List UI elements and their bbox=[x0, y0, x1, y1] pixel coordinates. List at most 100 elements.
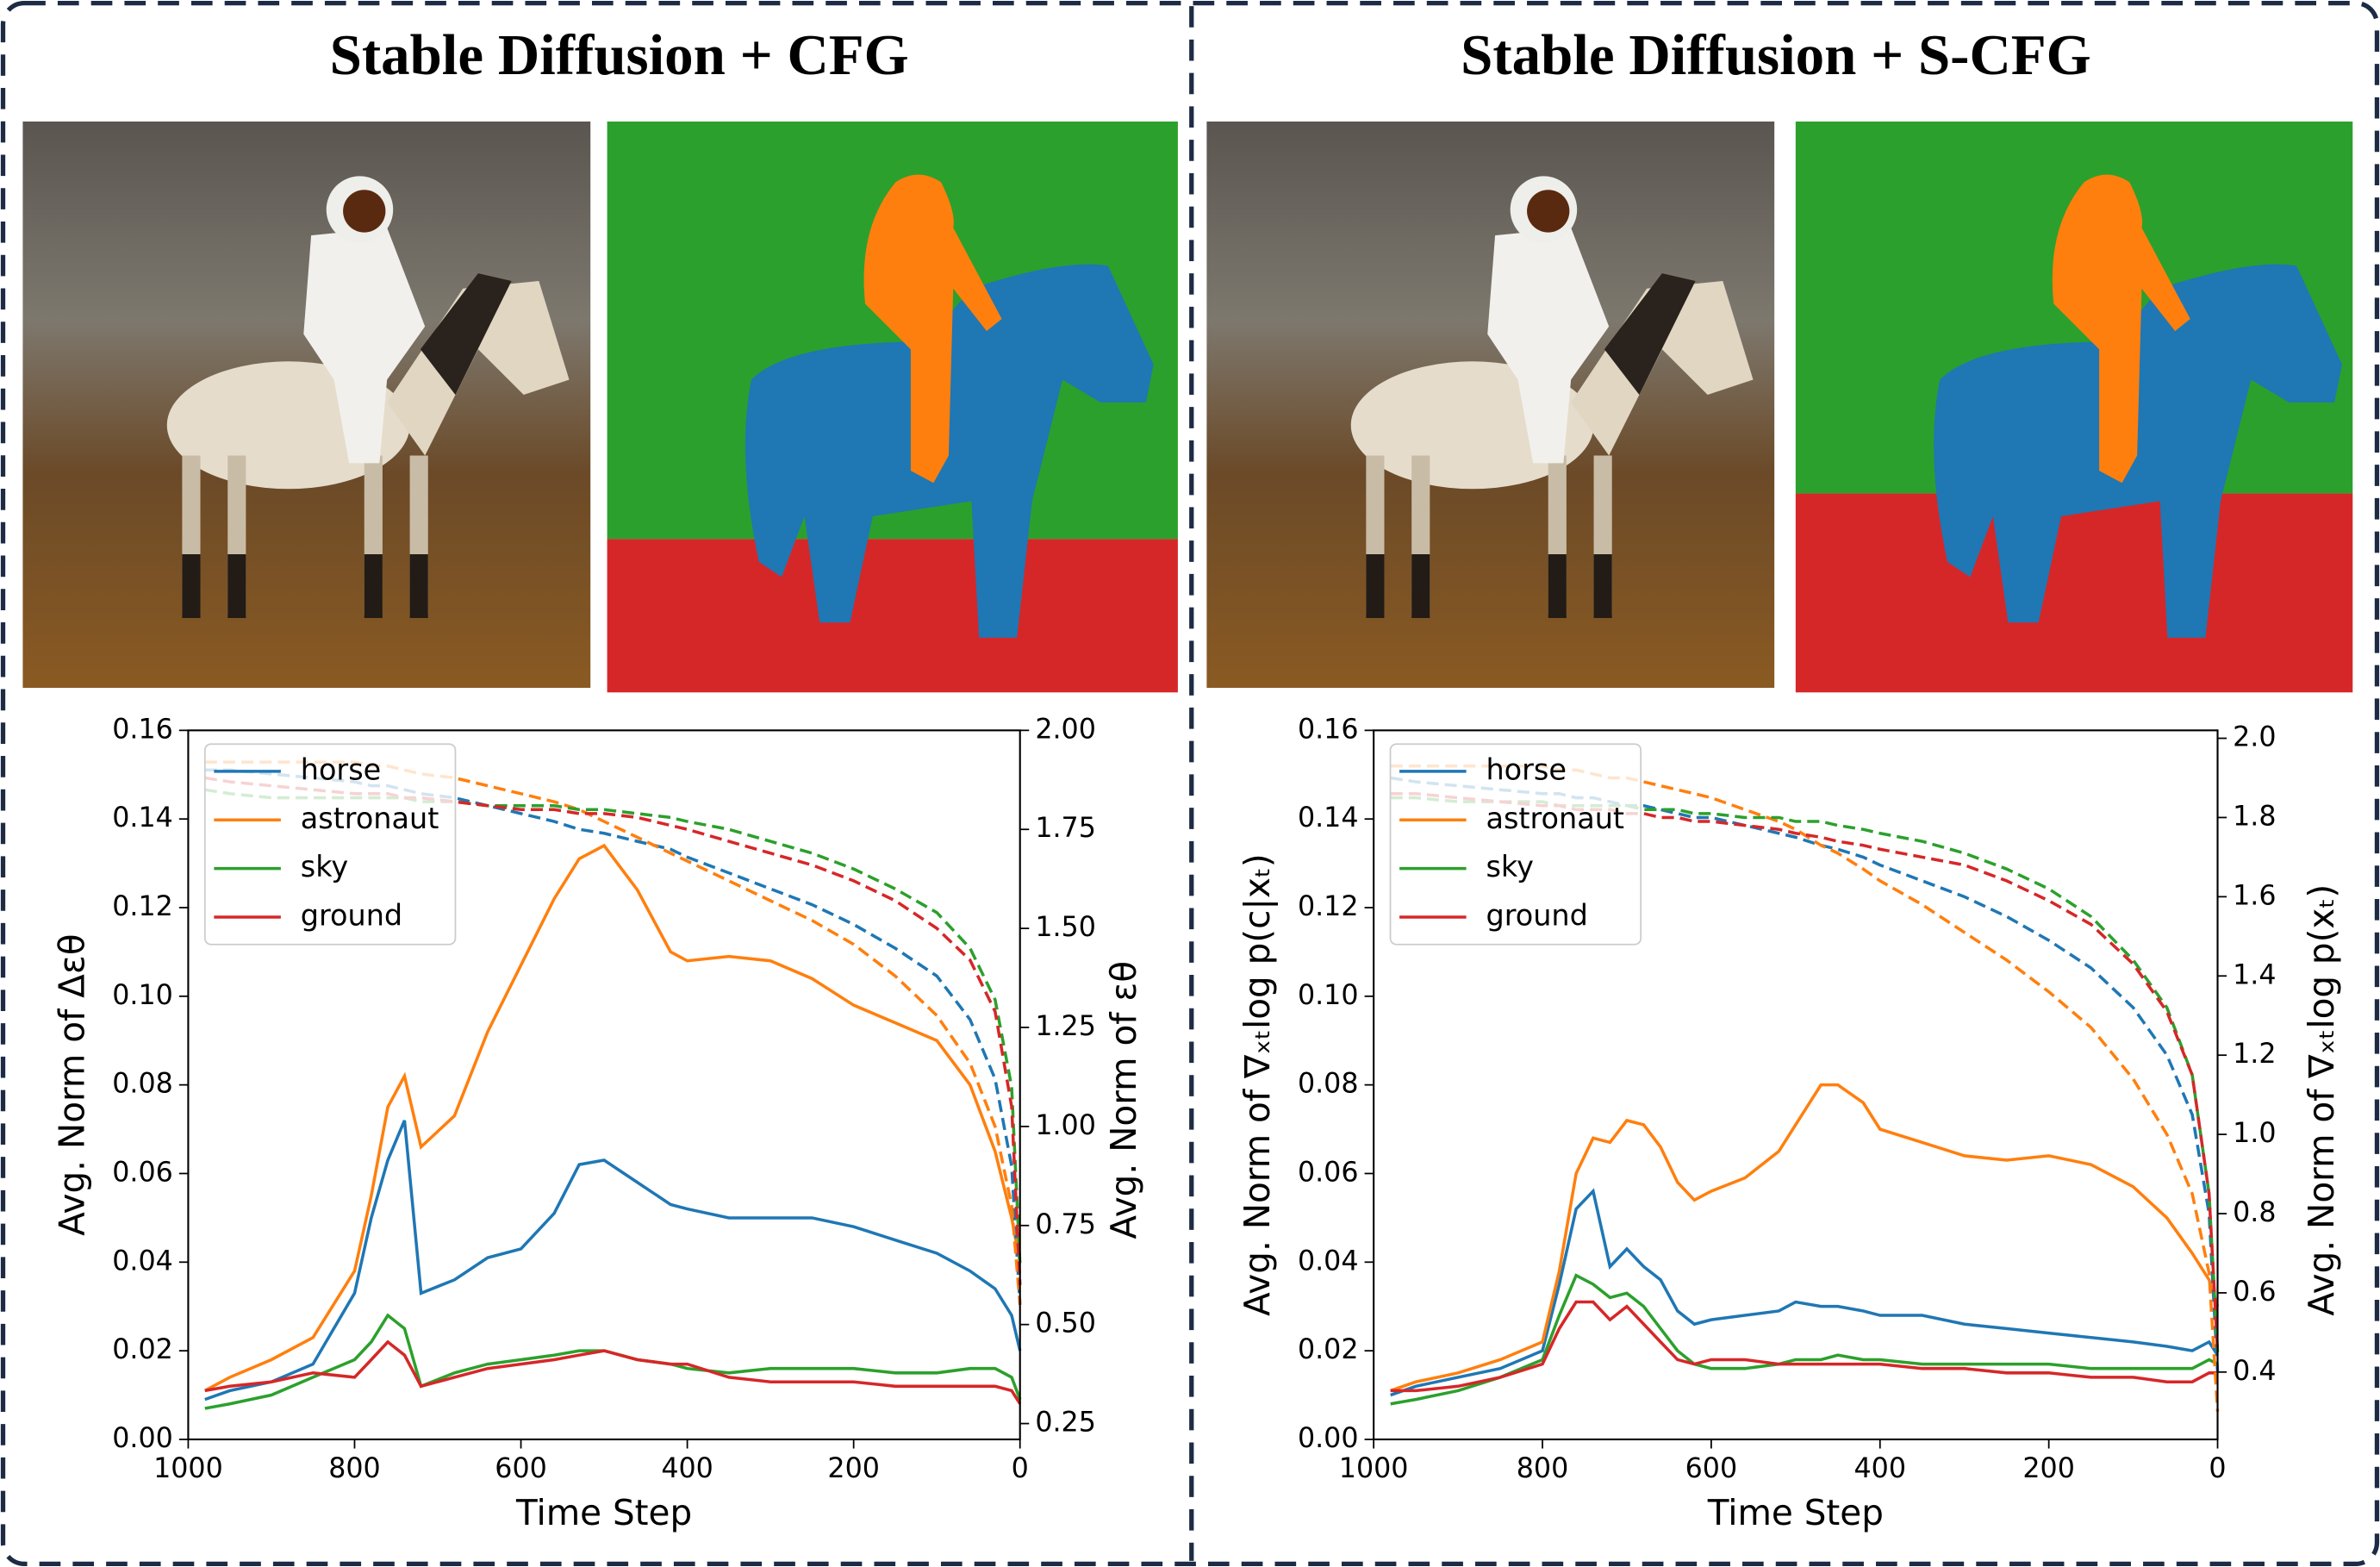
y-axis-label: Avg. Norm of Δεθ bbox=[51, 933, 92, 1235]
ground-region bbox=[607, 539, 1178, 693]
y-tick-label: 0.14 bbox=[112, 802, 173, 833]
chart-title: Stable Diffusion + S-CFG bbox=[1461, 23, 2091, 87]
y2-tick-label: 2.0 bbox=[2233, 722, 2276, 753]
images bbox=[22, 121, 2353, 693]
y-tick-label: 0.08 bbox=[1298, 1069, 1359, 1100]
hoof bbox=[1366, 554, 1385, 618]
x-tick-label: 1000 bbox=[1339, 1453, 1409, 1484]
horse-mane bbox=[420, 273, 512, 396]
y2-tick-label: 1.6 bbox=[2233, 880, 2276, 911]
y-tick-label: 0.02 bbox=[1298, 1334, 1359, 1365]
line bbox=[1390, 1188, 2220, 1397]
y-tick-label: 0.04 bbox=[112, 1245, 173, 1277]
y-tick-label: 0.12 bbox=[1298, 891, 1359, 922]
y2-tick-label: 0.50 bbox=[1035, 1308, 1096, 1339]
horse-region bbox=[1934, 264, 2342, 638]
hoof bbox=[1411, 554, 1430, 618]
y-tick-label: 0.06 bbox=[112, 1157, 173, 1188]
hoof bbox=[1548, 554, 1567, 618]
x-tick-label: 200 bbox=[827, 1453, 879, 1484]
y2-tick-label: 0.25 bbox=[1035, 1408, 1096, 1439]
legend-label: horse bbox=[1486, 752, 1566, 786]
y-tick-label: 0.12 bbox=[112, 891, 173, 922]
plot-frame bbox=[1373, 729, 2219, 1441]
x-tick-label: 1000 bbox=[153, 1453, 223, 1484]
hoof bbox=[182, 554, 201, 618]
horse-mane bbox=[1604, 273, 1696, 396]
legend-box bbox=[1389, 743, 1642, 946]
y-tick-label: 0.16 bbox=[112, 714, 173, 745]
y-tick-label: 0.08 bbox=[112, 1069, 173, 1100]
x-tick-label: 0 bbox=[1012, 1453, 1029, 1484]
y2-tick-label: 0.6 bbox=[2233, 1277, 2276, 1308]
y2-tick-label: 1.50 bbox=[1035, 912, 1096, 943]
y-tick-label: 0.10 bbox=[112, 980, 173, 1011]
x-tick-label: 800 bbox=[1517, 1453, 1568, 1484]
horse-neck bbox=[1571, 280, 1754, 456]
plot-frame bbox=[187, 729, 1021, 1441]
line bbox=[203, 843, 1022, 1392]
y2-tick-label: 1.8 bbox=[2233, 801, 2276, 832]
y2-tick-label: 0.8 bbox=[2233, 1197, 2276, 1228]
y-axis-label: Avg. Norm of ∇ₓₜlog p(c|xₜ) bbox=[1237, 853, 1278, 1316]
x-tick-label: 600 bbox=[495, 1453, 546, 1484]
astronaut-region bbox=[2052, 174, 2190, 484]
astronaut bbox=[303, 228, 426, 464]
y-tick-label: 0.00 bbox=[1298, 1423, 1359, 1454]
y2-tick-label: 1.4 bbox=[2233, 959, 2276, 990]
line bbox=[204, 1339, 1022, 1405]
y-tick-label: 0.00 bbox=[112, 1423, 173, 1454]
visor bbox=[1527, 190, 1570, 233]
y-tick-label: 0.06 bbox=[1298, 1157, 1359, 1188]
hoof bbox=[409, 554, 428, 618]
y2-axis-label: Avg. Norm of εθ bbox=[1103, 961, 1144, 1239]
chart-title: Stable Diffusion + CFG bbox=[330, 23, 909, 87]
hoof bbox=[364, 554, 383, 618]
y2-tick-label: 0.4 bbox=[2233, 1356, 2276, 1387]
y-tick-label: 0.10 bbox=[1298, 980, 1359, 1011]
ground-region bbox=[1795, 493, 2353, 693]
astronaut bbox=[1487, 228, 1610, 464]
horse-region bbox=[745, 264, 1154, 638]
x-axis-label: Time Step bbox=[515, 1492, 692, 1533]
x-tick-label: 600 bbox=[1685, 1453, 1737, 1484]
y2-tick-label: 1.25 bbox=[1035, 1011, 1096, 1042]
line bbox=[204, 1120, 1022, 1402]
dashed-line bbox=[204, 788, 1022, 1265]
hoof bbox=[1593, 554, 1612, 618]
legend-label: astronaut bbox=[1486, 802, 1624, 835]
x-tick-label: 400 bbox=[661, 1453, 713, 1484]
legend-label: ground bbox=[1486, 899, 1587, 933]
y2-axis-label: Avg. Norm of ∇ₓₜlog p(xₜ) bbox=[2301, 884, 2342, 1316]
visor bbox=[343, 190, 386, 233]
x-tick-label: 400 bbox=[1854, 1453, 1906, 1484]
y2-tick-label: 1.75 bbox=[1035, 813, 1096, 844]
y2-tick-label: 2.00 bbox=[1035, 714, 1096, 745]
legend-label: sky bbox=[1486, 850, 1533, 883]
y2-tick-label: 1.0 bbox=[2233, 1118, 2276, 1149]
y-tick-label: 0.16 bbox=[1298, 714, 1359, 745]
dashed-line bbox=[204, 776, 1022, 1285]
legend-label: horse bbox=[301, 752, 381, 786]
line bbox=[1390, 1273, 2219, 1406]
line bbox=[204, 1313, 1022, 1410]
astronaut-region bbox=[863, 174, 1002, 484]
line bbox=[1390, 1300, 2218, 1393]
x-tick-label: 200 bbox=[2022, 1453, 2074, 1484]
legend-label: sky bbox=[301, 850, 348, 883]
line bbox=[1390, 1083, 2220, 1393]
y2-tick-label: 1.2 bbox=[2233, 1039, 2276, 1070]
legend-label: ground bbox=[301, 899, 402, 933]
y-tick-label: 0.14 bbox=[1298, 802, 1359, 833]
legend-box bbox=[203, 743, 457, 946]
x-axis-label: Time Step bbox=[1707, 1492, 1884, 1533]
y2-tick-label: 1.00 bbox=[1035, 1110, 1096, 1141]
dashed-line bbox=[204, 768, 1022, 1305]
y-tick-label: 0.02 bbox=[112, 1334, 173, 1365]
dashed-line bbox=[204, 760, 1022, 1305]
legend-label: astronaut bbox=[301, 802, 439, 835]
x-tick-label: 0 bbox=[2209, 1453, 2226, 1484]
x-tick-label: 800 bbox=[328, 1453, 380, 1484]
